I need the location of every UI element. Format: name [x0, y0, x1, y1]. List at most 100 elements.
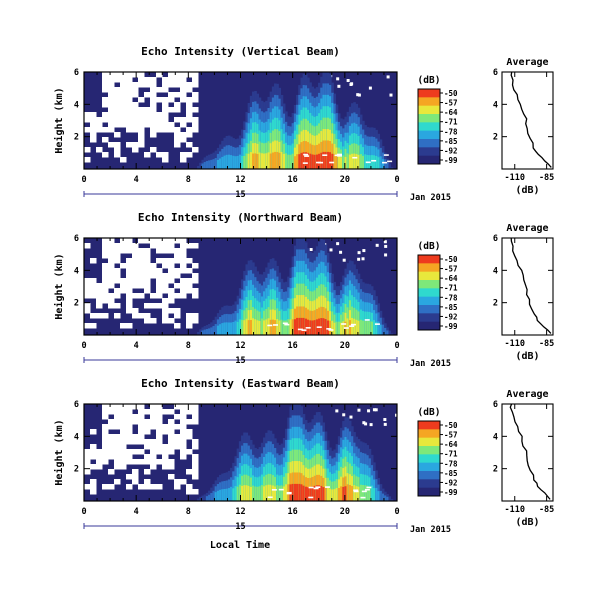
missing-data-cell — [186, 449, 193, 455]
missing-data-cell — [192, 243, 199, 249]
intensity-band — [274, 320, 277, 335]
missing-data-cell — [114, 293, 121, 299]
missing-data-cell — [114, 459, 121, 465]
missing-data-cell — [126, 258, 133, 264]
intensity-band — [256, 153, 260, 169]
profile-y-tick-label: 6 — [493, 68, 498, 78]
missing-data-cell — [102, 72, 109, 78]
missing-data-cell — [102, 268, 109, 274]
intensity-band — [322, 487, 326, 501]
missing-data-cell — [180, 97, 187, 103]
panel-title: Echo Intensity (Northward Beam) — [138, 211, 343, 224]
profile-y-tick-label: 6 — [493, 234, 498, 244]
profile-x-label: (dB) — [515, 517, 539, 528]
intensity-band — [335, 156, 339, 169]
intensity-band — [384, 327, 387, 335]
missing-data-cell — [162, 97, 169, 103]
intensity-band — [368, 321, 372, 335]
profile-x-label: (dB) — [515, 351, 539, 362]
missing-data-cell — [108, 92, 115, 98]
missing-data-cell — [132, 414, 139, 420]
missing-data-cell — [156, 444, 163, 450]
missing-data-cell — [186, 127, 193, 133]
missing-data-cell — [114, 404, 121, 410]
missing-data-cell — [186, 409, 193, 415]
y-tick-label: 2 — [74, 133, 79, 143]
missing-data-cell — [168, 268, 175, 274]
missing-data-cell — [192, 318, 199, 324]
average-profile: Average -110 -85 6 4 2 (dB) — [493, 223, 554, 362]
x-tick-label: 8 — [186, 507, 191, 517]
missing-data-cell — [144, 112, 151, 118]
missing-data-cell — [174, 439, 181, 445]
missing-data-cell — [126, 243, 133, 249]
missing-data-cell — [150, 484, 157, 490]
missing-data-cell — [120, 283, 127, 289]
intensity-band — [254, 153, 257, 169]
intensity-band — [311, 486, 315, 501]
missing-data-cell — [180, 77, 187, 83]
missing-data-cell — [180, 479, 187, 485]
missing-data-cell — [144, 318, 151, 324]
profile-line — [510, 237, 552, 334]
missing-data-cell — [102, 112, 109, 118]
intensity-band — [234, 156, 238, 169]
intensity-band — [227, 154, 231, 169]
intensity-band — [326, 487, 330, 501]
missing-data-cell — [90, 278, 97, 284]
missing-data-cell — [114, 97, 121, 103]
missing-data-cell — [114, 147, 121, 153]
colorbar-swatch — [418, 296, 440, 306]
missing-data-cell — [144, 454, 151, 460]
intensity-band — [348, 320, 352, 335]
missing-data-cell — [156, 72, 163, 78]
missing-data-cell — [168, 464, 175, 470]
missing-data-cell — [132, 92, 139, 98]
missing-data-cell — [144, 238, 151, 244]
intensity-band — [322, 318, 326, 335]
missing-data-cell — [180, 238, 187, 244]
missing-data-cell — [96, 117, 103, 123]
intensity-band — [370, 155, 374, 169]
missing-data-cell — [156, 112, 163, 118]
missing-data-cell — [114, 142, 121, 148]
missing-data-cell — [84, 278, 91, 284]
intensity-band — [267, 484, 271, 501]
missing-data-cell — [126, 107, 133, 113]
intensity-band — [307, 152, 310, 169]
missing-data-cell — [114, 248, 121, 254]
intensity-band — [274, 151, 277, 169]
date-label: 15 — [235, 522, 245, 532]
missing-data-cell — [114, 102, 121, 108]
intensity-band — [340, 157, 343, 169]
missing-data-cell — [156, 283, 163, 289]
intensity-band — [326, 320, 330, 335]
missing-data-cell — [168, 127, 175, 133]
missing-data-cell — [156, 268, 163, 274]
missing-data-cell — [372, 408, 376, 412]
intensity-band — [201, 330, 205, 335]
missing-data-cell — [102, 127, 109, 133]
missing-data-cell — [132, 293, 139, 299]
colorbar-tick-label: -92 — [444, 478, 458, 487]
ground-echo-streak — [325, 486, 331, 488]
missing-data-cell — [192, 454, 199, 460]
intensity-band — [300, 484, 304, 501]
missing-data-cell — [156, 434, 163, 440]
missing-data-cell — [102, 404, 109, 410]
missing-data-cell — [138, 117, 145, 123]
missing-data-cell — [102, 484, 109, 490]
missing-data-cell — [144, 288, 151, 294]
missing-data-cell — [186, 72, 193, 78]
missing-data-cell — [102, 459, 109, 465]
missing-data-cell — [114, 117, 121, 123]
intensity-band — [337, 321, 341, 335]
missing-data-cell — [138, 273, 145, 279]
intensity-band — [221, 489, 224, 501]
colorbar-tick-label: -50 — [444, 89, 458, 98]
missing-data-cell — [132, 263, 139, 269]
missing-data-cell — [186, 404, 193, 410]
missing-data-cell — [356, 93, 360, 97]
missing-data-cell — [156, 97, 163, 103]
average-profile: Average -110 -85 6 4 2 (dB) — [493, 57, 554, 196]
